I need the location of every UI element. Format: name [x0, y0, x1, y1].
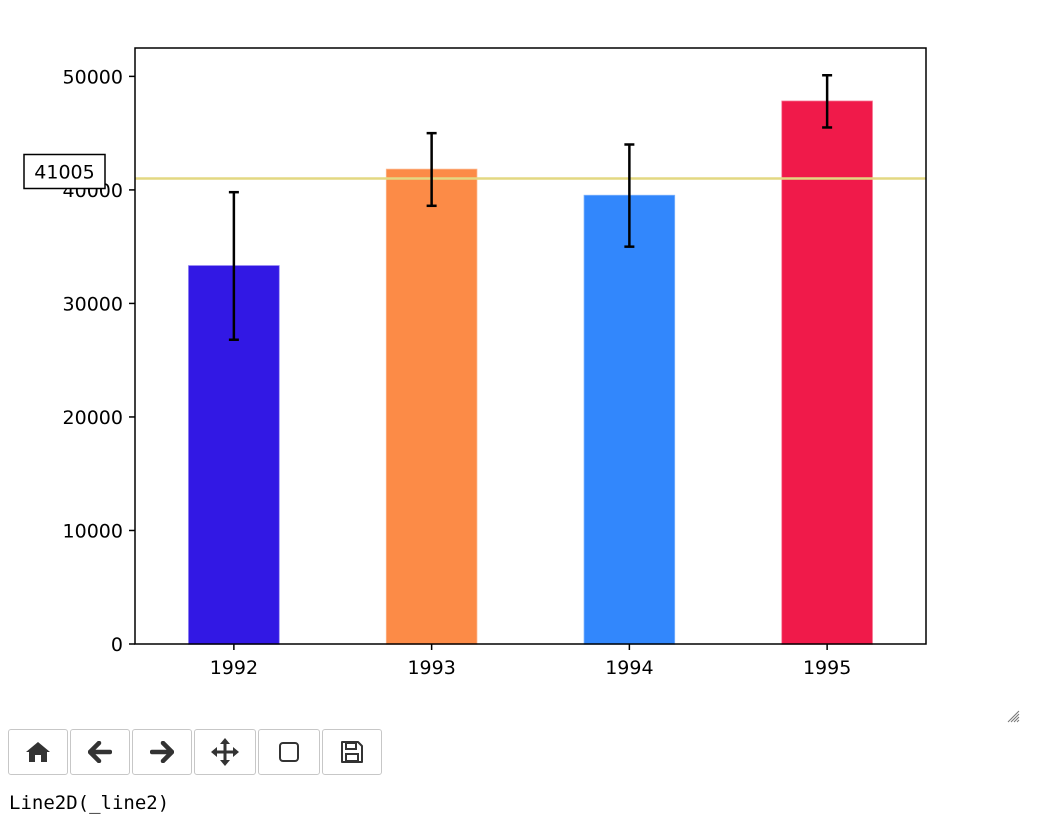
x-tick-label-1995: 1995 [803, 657, 851, 679]
arrow-left-icon [88, 741, 112, 763]
x-tick-label-1992: 1992 [210, 657, 258, 679]
zoom-button[interactable] [258, 729, 320, 775]
zoom-rect-icon [279, 742, 299, 762]
y-tick-label-10000: 10000 [63, 520, 123, 542]
figure[interactable]: 0 10000 20000 30000 40000 50000 1992 1993 1994 19… [0, 0, 1045, 700]
move-icon [211, 738, 239, 766]
bar-1993 [385, 168, 478, 645]
save-button[interactable] [322, 729, 382, 775]
bar-1994 [583, 194, 676, 645]
back-button[interactable] [70, 729, 130, 775]
home-button[interactable] [8, 729, 68, 775]
x-tick-label-1993: 1993 [407, 657, 455, 679]
forward-button[interactable] [132, 729, 192, 775]
home-icon [26, 742, 50, 762]
pan-button[interactable] [194, 729, 256, 775]
status-text: Line2D(_line2) [9, 792, 170, 814]
resize-grip-icon[interactable] [1006, 708, 1020, 723]
reference-value-box [23, 153, 106, 190]
y-tick-label-30000: 30000 [63, 293, 123, 315]
axes-frame [134, 47, 927, 645]
save-icon [341, 741, 363, 763]
y-tick-label-0: 0 [111, 634, 123, 656]
toolbar [8, 729, 382, 777]
x-tick-label-1994: 1994 [605, 657, 653, 679]
bar-1995 [781, 100, 873, 645]
arrow-right-icon [150, 741, 174, 763]
y-tick-label-20000: 20000 [63, 407, 123, 429]
reference-value-label: 41005 [34, 161, 94, 183]
y-tick-label-50000: 50000 [63, 66, 123, 88]
